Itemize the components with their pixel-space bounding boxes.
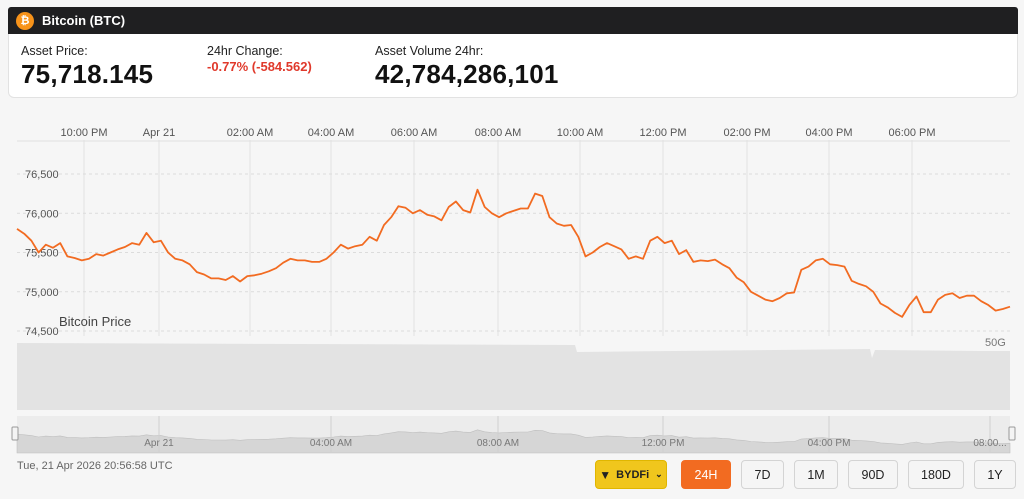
x-tick-label: 06:00 PM <box>888 127 935 139</box>
x-tick-label: 12:00 PM <box>639 127 686 139</box>
range-button-90d[interactable]: 90D <box>848 460 898 489</box>
chevron-down-icon: ⌄ <box>655 469 663 479</box>
navigator-tick-label: 12:00 PM <box>642 438 685 449</box>
volume-label: Asset Volume 24hr: <box>375 44 484 58</box>
y-axis-ticks: 76,500 76,000 75,500 75,000 74,500 <box>25 169 59 338</box>
timestamp: Tue, 21 Apr 2026 20:56:58 UTC <box>17 460 173 472</box>
x-tick-label: 06:00 AM <box>391 127 437 139</box>
x-axis-ticks: 10:00 PM Apr 21 02:00 AM 04:00 AM 06:00 AM 08… <box>60 127 935 139</box>
price-chart[interactable]: 10:00 PM Apr 21 02:00 AM 04:00 AM 06:00 AM 08… <box>0 100 1024 460</box>
x-tick-label: 08:00 AM <box>475 127 521 139</box>
price-series-line[interactable] <box>16 188 1011 318</box>
range-button-1y[interactable]: 1Y <box>974 460 1016 489</box>
range-button-1m[interactable]: 1M <box>794 460 838 489</box>
navigator-right-handle[interactable] <box>1008 426 1016 441</box>
navigator-tick-label: 04:00 PM <box>808 438 851 449</box>
range-button-180d[interactable]: 180D <box>908 460 964 489</box>
price-chart-svg[interactable]: 10:00 PM Apr 21 02:00 AM 04:00 AM 06:00 AM 08… <box>0 100 1024 460</box>
change-value: -0.77% (-584.562) <box>207 59 312 74</box>
volume-area <box>17 343 1010 410</box>
bydfi-logo-icon: ▼ <box>599 467 612 482</box>
y-tick-label: 76,000 <box>25 208 59 220</box>
x-gridlines <box>17 140 1010 336</box>
asset-price-stat: Asset Price: 75,718.145 <box>21 44 153 90</box>
x-tick-label: 04:00 PM <box>805 127 852 139</box>
stats-panel: Asset Price: 75,718.145 24hr Change: -0.… <box>8 34 1018 98</box>
y-tick-label: 75,000 <box>25 287 59 299</box>
range-button-24h[interactable]: 24H <box>681 460 731 489</box>
y-tick-label: 76,500 <box>25 169 59 181</box>
y-tick-label: 74,500 <box>25 326 59 338</box>
navigator-area <box>16 429 1011 454</box>
x-tick-label: 04:00 AM <box>308 127 354 139</box>
title-bar: ₿ Bitcoin (BTC) <box>8 7 1018 34</box>
x-tick-label: Apr 21 <box>143 127 175 139</box>
volume-value: 42,784,286,101 <box>375 59 559 89</box>
volume-stat: Asset Volume 24hr: 42,784,286,101 <box>375 44 559 90</box>
navigator-left-handle[interactable] <box>11 426 19 441</box>
navigator-tick-label: 04:00 AM <box>310 438 352 449</box>
bitcoin-icon: ₿ <box>16 11 34 30</box>
navigator-tick-label: 08:00... <box>973 438 1006 449</box>
y-tick-label: 75,500 <box>25 248 59 260</box>
navigator-tick-label: Apr 21 <box>144 438 174 449</box>
volume-scale-label: 50G <box>985 337 1006 349</box>
x-tick-label: 02:00 PM <box>723 127 770 139</box>
asset-title: Bitcoin (BTC) <box>42 13 126 28</box>
asset-price-label: Asset Price: <box>21 44 88 58</box>
range-button-7d[interactable]: 7D <box>741 460 784 489</box>
y-gridlines <box>17 173 1010 332</box>
navigator-tick-label: 08:00 AM <box>477 438 519 449</box>
x-tick-label: 02:00 AM <box>227 127 273 139</box>
asset-price-value: 75,718.145 <box>21 59 154 89</box>
series-label: Bitcoin Price <box>59 314 131 329</box>
navigator-ticks: Apr 21 04:00 AM 08:00 AM 12:00 PM 04:00 PM 08… <box>144 416 1007 453</box>
x-tick-label: 10:00 AM <box>557 127 603 139</box>
exchange-label: BYDFi <box>616 468 650 481</box>
change-label: 24hr Change: <box>207 44 283 58</box>
change-stat: 24hr Change: -0.77% (-584.562) <box>207 44 312 74</box>
exchange-select[interactable]: ▼ BYDFi ⌄ <box>595 460 667 489</box>
x-tick-label: 10:00 PM <box>60 127 107 139</box>
